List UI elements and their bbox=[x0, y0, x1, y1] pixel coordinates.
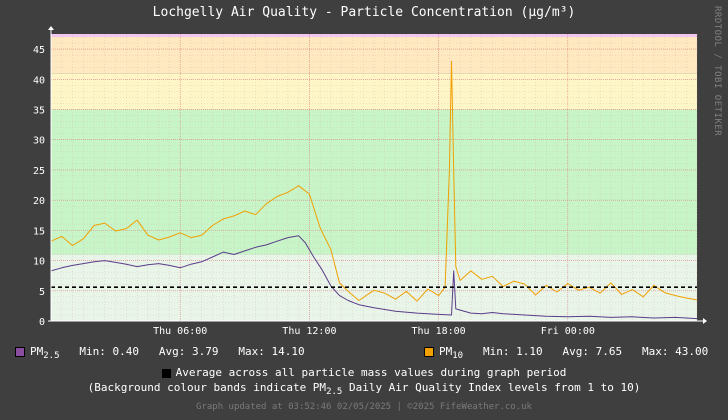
x-tick-label: Thu 12:00 bbox=[282, 326, 336, 337]
pm10-max: 43.00 bbox=[675, 345, 709, 358]
pm25-max: 14.10 bbox=[271, 345, 305, 358]
x-tick-label: Thu 18:00 bbox=[412, 326, 466, 337]
x-tick-label: Fri 00:00 bbox=[541, 326, 595, 337]
average-note-text: Average across all particle mass values … bbox=[175, 366, 567, 379]
pm10-label: PM10 bbox=[439, 345, 464, 362]
legend-pm25: PM2.5 Min: 0.40 Avg: 3.79 Max: 14.10 bbox=[15, 345, 305, 361]
y-tick-label: 35 bbox=[33, 106, 45, 117]
pm25-min-label: Min: bbox=[79, 345, 106, 358]
y-tick-label: 25 bbox=[33, 166, 45, 177]
pm25-label: PM2.5 bbox=[30, 345, 60, 362]
series-line-pm25 bbox=[50, 235, 698, 320]
y-tick-label: 40 bbox=[33, 75, 45, 86]
pm10-min: 1.10 bbox=[516, 345, 543, 358]
y-tick-label: 45 bbox=[33, 45, 45, 56]
y-tick-label: 20 bbox=[33, 196, 45, 207]
pm25-min: 0.40 bbox=[112, 345, 140, 358]
band-note-post: Daily Air Quality Index levels from 1 to… bbox=[342, 381, 641, 394]
pm10-avg: 7.65 bbox=[595, 345, 623, 358]
pm25-swatch bbox=[15, 347, 25, 357]
pm10-min-label: Min: bbox=[482, 345, 510, 358]
y-tick-label: 15 bbox=[33, 226, 45, 237]
average-swatch bbox=[161, 368, 171, 378]
legend-pm10: PM10 Min: 1.10 Avg: 7.65 Max: 43.00 bbox=[424, 345, 708, 361]
y-tick-label: 10 bbox=[33, 257, 45, 268]
y-axis-arrow bbox=[48, 26, 54, 30]
y-tick-label: 30 bbox=[33, 136, 45, 147]
series-line-pm10 bbox=[50, 60, 698, 302]
band-note: (Background colour bands indicate PM2.5 … bbox=[0, 381, 728, 397]
pm10-avg-label: Avg: bbox=[562, 345, 589, 358]
pm10-max-label: Max: bbox=[641, 345, 669, 358]
footer-updated: Graph updated at 03:52:46 02/05/2025 | ©… bbox=[196, 402, 532, 412]
y-tick-label: 5 bbox=[39, 287, 45, 298]
chart-title: Lochgelly Air Quality - Particle Concent… bbox=[152, 5, 576, 20]
aqi-band-5 bbox=[51, 34, 697, 38]
x-axis-arrow bbox=[703, 318, 707, 324]
rrdtool-watermark: RRDTOOL / TOBI OETIKER bbox=[712, 6, 722, 137]
pm25-max-label: Max: bbox=[238, 345, 265, 358]
y-tick-label: 0 bbox=[39, 317, 45, 328]
average-note: Average across all particle mass values … bbox=[0, 366, 728, 379]
pm10-swatch bbox=[424, 347, 434, 357]
band-note-pre: (Background colour bands indicate PM bbox=[87, 381, 327, 394]
pm25-avg-label: Avg: bbox=[158, 345, 186, 358]
pm25-avg: 3.79 bbox=[192, 345, 219, 358]
band-note-sub: 2.5 bbox=[326, 387, 343, 398]
x-tick-label: Thu 06:00 bbox=[153, 326, 207, 337]
